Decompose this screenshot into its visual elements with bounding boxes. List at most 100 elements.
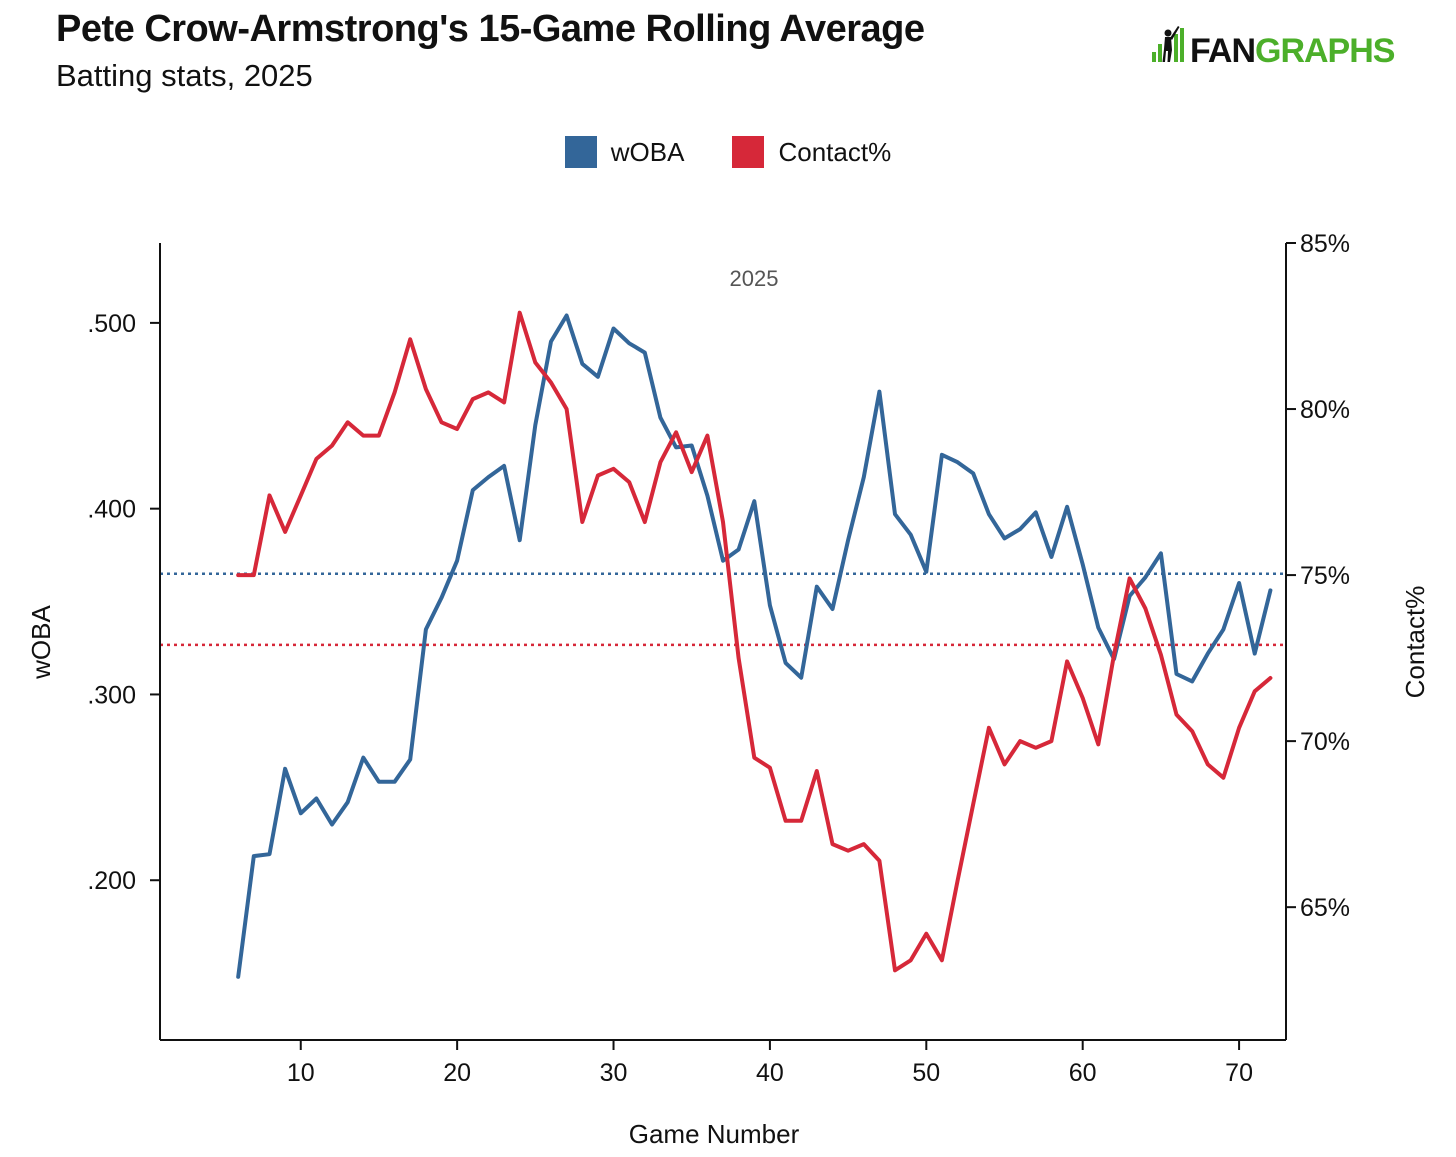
- contact-point: [1143, 606, 1147, 610]
- contact-point: [1096, 742, 1100, 746]
- woba-point: [846, 538, 850, 542]
- contact-point: [565, 407, 569, 411]
- y-right-tick-label: 80%: [1300, 396, 1350, 424]
- contact-point: [690, 470, 694, 474]
- woba-point: [518, 538, 522, 542]
- woba-point: [408, 758, 412, 762]
- x-axis-label: Game Number: [629, 1119, 800, 1149]
- woba-point: [893, 512, 897, 516]
- logo-bar-4: [1180, 28, 1184, 62]
- contact-point: [877, 859, 881, 863]
- contact-point: [627, 480, 631, 484]
- contact-point: [424, 387, 428, 391]
- contact-point: [283, 530, 287, 534]
- woba-point: [831, 607, 835, 611]
- contact-point: [1065, 659, 1069, 663]
- contact-point: [268, 493, 272, 497]
- woba-point: [1018, 527, 1022, 531]
- contact-point: [486, 390, 490, 394]
- contact-point: [924, 932, 928, 936]
- contact-point: [846, 849, 850, 853]
- woba-point: [1143, 575, 1147, 579]
- woba-point: [502, 464, 506, 468]
- contact-point: [377, 434, 381, 438]
- contact-point: [909, 958, 913, 962]
- woba-point: [1221, 627, 1225, 631]
- contact-point: [612, 467, 616, 471]
- logo-bar-1: [1152, 52, 1156, 62]
- y-left-tick-label: .300: [87, 681, 136, 709]
- woba-point: [299, 811, 303, 815]
- svg-text:FANGRAPHS: FANGRAPHS: [1190, 32, 1395, 68]
- woba-point: [455, 559, 459, 563]
- woba-point: [1003, 536, 1007, 540]
- woba-point: [1065, 505, 1069, 509]
- woba-point: [924, 570, 928, 574]
- woba-point: [549, 340, 553, 344]
- contact-point: [987, 726, 991, 730]
- logo-bar-3: [1174, 34, 1178, 62]
- woba-point: [1049, 555, 1053, 559]
- contact-point: [549, 381, 553, 385]
- woba-point: [1159, 551, 1163, 555]
- y-right-tick-label: 65%: [1300, 894, 1350, 922]
- woba-point: [799, 676, 803, 680]
- contact-point: [1268, 676, 1272, 680]
- woba-point: [1268, 588, 1272, 592]
- contact-point: [440, 420, 444, 424]
- woba-point: [627, 341, 631, 345]
- contact-point: [393, 390, 397, 394]
- logo-text-fan: FAN: [1190, 32, 1255, 68]
- woba-point: [596, 375, 600, 379]
- woba-point: [361, 756, 365, 760]
- woba-point: [909, 533, 913, 537]
- legend-item-contact: Contact%: [732, 136, 891, 168]
- woba-point: [658, 416, 662, 420]
- woba-point: [471, 488, 475, 492]
- contact-point: [533, 361, 537, 365]
- contact-point: [1206, 762, 1210, 766]
- contact-point: [455, 427, 459, 431]
- contact-point: [314, 457, 318, 461]
- y-axis-right-label: Contact%: [1400, 586, 1430, 699]
- woba-point: [705, 494, 709, 498]
- woba-point: [752, 499, 756, 503]
- contact-point: [330, 444, 334, 448]
- contact-point: [252, 573, 256, 577]
- legend-swatch-contact: [732, 136, 765, 168]
- contact-point: [299, 493, 303, 497]
- woba-point: [784, 661, 788, 665]
- woba-point: [330, 823, 334, 827]
- woba-point: [268, 852, 272, 856]
- contact-point: [705, 434, 709, 438]
- contact-point: [784, 819, 788, 823]
- woba-point: [721, 559, 725, 563]
- contact-point: [408, 337, 412, 341]
- legend-label-woba: wOBA: [610, 136, 685, 167]
- woba-point: [252, 854, 256, 858]
- contact-series-line: [236, 310, 1273, 973]
- woba-point: [956, 460, 960, 464]
- x-tick-label: 40: [756, 1059, 784, 1087]
- woba-point: [533, 423, 537, 427]
- woba-point: [440, 596, 444, 600]
- y-right-tick-label: 75%: [1300, 562, 1350, 590]
- woba-point: [643, 351, 647, 355]
- contact-point: [971, 802, 975, 806]
- y-left-tick-label: .200: [87, 867, 136, 895]
- contact-point: [799, 819, 803, 823]
- season-annotation: 2025: [730, 266, 779, 291]
- legend-item-woba: wOBA: [564, 136, 685, 168]
- contact-point: [1018, 739, 1022, 743]
- contact-point: [502, 400, 506, 404]
- contact-point: [1034, 746, 1038, 750]
- contact-point: [1049, 739, 1053, 743]
- contact-point: [721, 520, 725, 524]
- contact-point: [1003, 762, 1007, 766]
- woba-point: [737, 548, 741, 552]
- woba-point: [690, 444, 694, 448]
- chart-legend: wOBA Contact%: [0, 136, 1456, 168]
- woba-point: [971, 471, 975, 475]
- woba-point: [987, 512, 991, 516]
